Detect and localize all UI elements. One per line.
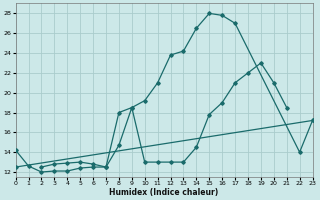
X-axis label: Humidex (Indice chaleur): Humidex (Indice chaleur) xyxy=(109,188,219,197)
